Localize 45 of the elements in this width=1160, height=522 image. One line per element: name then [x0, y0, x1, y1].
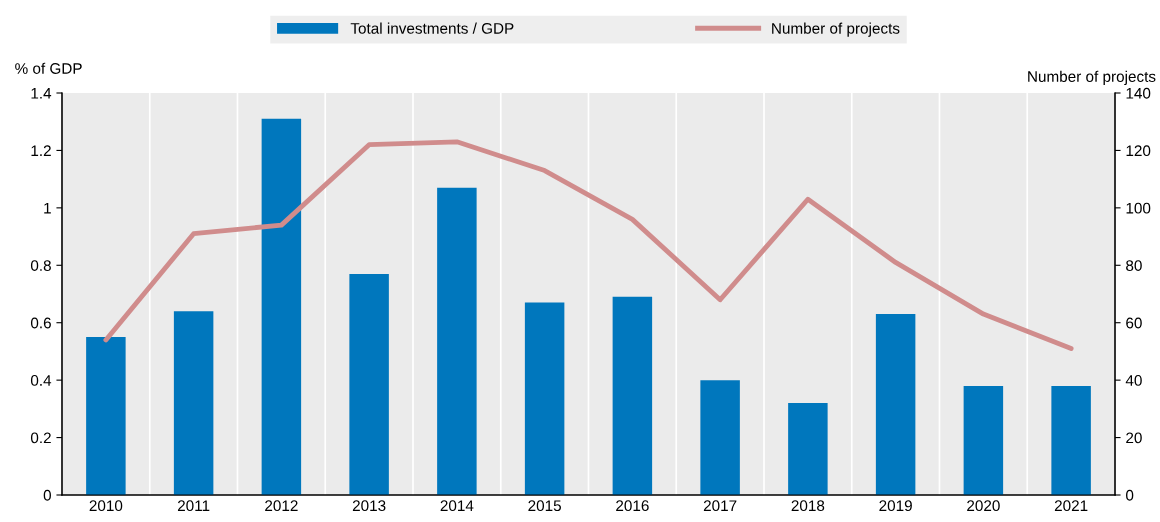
x-tick-label: 2016: [616, 500, 649, 512]
y-tick-label: 0.8: [30, 260, 51, 271]
y2-tick-label: 120: [1126, 145, 1151, 157]
bar: [788, 403, 828, 495]
bar: [261, 118, 302, 495]
x-tick-label: 2021: [1054, 500, 1088, 512]
y2-tick-label: 0: [1126, 489, 1134, 501]
y-tick-label: 1: [44, 202, 51, 214]
x-tick-label: 2012: [265, 500, 298, 512]
y-axis-title: % of GDP: [15, 62, 82, 74]
legend-label: Number of projects: [772, 22, 900, 37]
y-tick-label: 0.6: [30, 317, 51, 329]
x-tick-label: 2013: [352, 500, 386, 512]
y2-tick-label: 40: [1125, 375, 1142, 386]
bar: [1051, 385, 1091, 495]
y2-tick-label: 80: [1126, 260, 1142, 271]
y2-tick-label: 100: [1126, 202, 1151, 214]
y2-tick-label: 20: [1126, 432, 1142, 444]
y2-tick-label: 140: [1126, 87, 1151, 99]
y-tick-label: 1.2: [31, 145, 51, 156]
x-tick-label: 2011: [177, 500, 210, 512]
x-tick-label: 2019: [879, 500, 912, 512]
y-tick-label: 1.4: [31, 88, 52, 99]
legend-label: Total investments / GDP: [350, 22, 514, 34]
bar: [524, 302, 565, 495]
bar: [349, 273, 389, 495]
bar: [437, 187, 477, 495]
bar: [612, 296, 653, 495]
bar: [963, 385, 1004, 495]
bar: [173, 311, 214, 495]
line-series: [103, 139, 1074, 351]
y-tick-label: 0: [43, 489, 51, 501]
y-tick-label: 0.2: [30, 432, 51, 444]
bar: [86, 337, 126, 495]
x-tick-label: 2014: [440, 500, 474, 512]
bar: [700, 380, 740, 495]
x-tick-label: 2017: [703, 500, 737, 512]
x-tick-label: 2010: [89, 500, 123, 512]
y2-axis-title: Number of projects: [1028, 70, 1156, 85]
x-tick-label: 2020: [967, 500, 1000, 512]
x-tick-label: 2015: [528, 500, 561, 512]
y-tick-label: 0.4: [30, 375, 52, 386]
y2-tick-label: 60: [1126, 317, 1142, 329]
x-tick-label: 2018: [791, 500, 825, 512]
bar: [875, 314, 916, 495]
